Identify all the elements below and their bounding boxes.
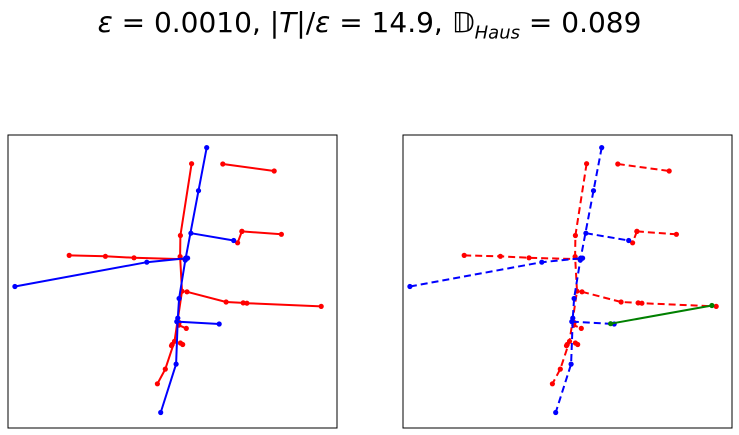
left-series-5-point bbox=[223, 299, 229, 305]
left-axes-frame bbox=[7, 134, 338, 429]
left-series-4-point bbox=[131, 255, 137, 261]
left-series-12-blue-line bbox=[176, 320, 220, 325]
right-series-9-point bbox=[571, 295, 577, 302]
right-series-5-red-line bbox=[581, 290, 717, 308]
right-series-9-point bbox=[568, 361, 574, 367]
left-series-10-point bbox=[12, 283, 18, 290]
left-series-0-red-line bbox=[156, 163, 193, 385]
figure-title-text: ε = 0.0010, |T|/ε = 14.9, 𝔻Haus = 0.089 bbox=[97, 6, 642, 44]
right-series-13-point bbox=[608, 321, 614, 327]
right-series-13-point bbox=[709, 302, 715, 309]
right-series-5-point bbox=[639, 300, 645, 306]
right-series-9-point bbox=[590, 188, 597, 194]
right-series-2-point bbox=[630, 240, 636, 246]
left-series-9-point bbox=[173, 361, 179, 367]
right-series-10-point bbox=[539, 259, 545, 265]
right-series-5-point bbox=[618, 299, 624, 305]
right-series-0-point bbox=[584, 161, 590, 167]
left-series-11-point bbox=[231, 237, 237, 244]
left-series-12-point bbox=[174, 319, 180, 325]
left-series-5-point bbox=[240, 300, 246, 306]
right-series-1-red-line bbox=[617, 163, 670, 172]
left-series-4-red-line bbox=[69, 254, 186, 261]
right-series-9-point bbox=[599, 145, 605, 151]
right-series-10-point bbox=[580, 255, 586, 261]
left-series-1-red-line bbox=[222, 163, 275, 172]
left-series-6-point bbox=[183, 325, 189, 331]
right-series-4-red-line bbox=[464, 254, 581, 261]
right-series-11-point bbox=[583, 230, 589, 236]
right-series-0-point bbox=[549, 381, 556, 387]
left-series-2-point bbox=[235, 240, 241, 246]
right-series-1-point bbox=[666, 168, 672, 174]
left-series-5-point bbox=[244, 300, 250, 306]
right-series-1-point bbox=[615, 161, 621, 167]
left-series-0-point bbox=[162, 366, 168, 372]
right-series-0-point bbox=[572, 232, 579, 239]
left-series-10-point bbox=[144, 259, 150, 265]
right-series-10-blue-line bbox=[409, 257, 583, 288]
left-series-12-point bbox=[216, 321, 222, 327]
right-series-12-blue-line bbox=[571, 320, 615, 325]
right-axes-frame bbox=[402, 134, 733, 429]
left-series-9-point bbox=[204, 145, 210, 151]
left-series-8-point bbox=[169, 341, 175, 348]
left-series-5-point bbox=[184, 289, 190, 295]
right-series-4-point bbox=[497, 253, 503, 259]
left-series-10-blue-line bbox=[14, 257, 188, 288]
left-panel bbox=[7, 134, 338, 429]
left-series-3-point bbox=[278, 231, 284, 237]
right-series-7-point bbox=[575, 341, 581, 348]
left-series-3-red-line bbox=[241, 230, 282, 236]
right-series-3-red-line bbox=[636, 230, 677, 236]
right-series-4-point bbox=[461, 252, 467, 258]
left-series-0-point bbox=[177, 232, 183, 239]
left-series-4-point bbox=[102, 253, 108, 259]
left-series-5-point bbox=[318, 303, 324, 309]
right-series-9-blue-line bbox=[554, 147, 603, 413]
left-series-3-point bbox=[239, 228, 245, 234]
left-series-9-point bbox=[195, 188, 202, 194]
right-series-0-red-line bbox=[551, 163, 588, 385]
left-series-1-point bbox=[220, 161, 226, 167]
left-series-0-point bbox=[154, 381, 160, 387]
right-panel bbox=[402, 134, 733, 429]
right-series-5-point bbox=[579, 289, 585, 295]
left-series-10-point bbox=[185, 255, 191, 261]
right-series-6-point bbox=[578, 325, 584, 331]
right-series-5-point bbox=[713, 303, 719, 309]
right-series-0-point bbox=[557, 366, 563, 372]
left-series-9-point bbox=[176, 295, 182, 302]
right-series-12-point bbox=[569, 319, 575, 325]
right-series-3-point bbox=[634, 228, 640, 234]
right-series-13-green-line bbox=[610, 304, 713, 325]
left-series-5-red-line bbox=[186, 290, 322, 308]
left-series-9-point bbox=[158, 409, 164, 416]
left-series-11-blue-line bbox=[190, 232, 234, 242]
figure-title: ε = 0.0010, |T|/ε = 14.9, 𝔻Haus = 0.089 bbox=[0, 6, 739, 44]
right-series-4-point bbox=[526, 255, 532, 261]
right-series-11-blue-line bbox=[585, 232, 629, 242]
right-series-8-point bbox=[564, 341, 570, 348]
left-series-7-point bbox=[180, 341, 186, 348]
right-series-10-point bbox=[407, 283, 413, 290]
left-series-4-point bbox=[66, 252, 72, 258]
right-series-11-point bbox=[626, 237, 632, 244]
right-series-9-point bbox=[553, 409, 559, 416]
left-series-11-point bbox=[188, 230, 194, 236]
right-series-3-point bbox=[673, 231, 680, 237]
left-series-9-blue-line bbox=[159, 147, 208, 413]
left-series-0-point bbox=[189, 161, 195, 167]
left-series-1-point bbox=[271, 168, 277, 174]
